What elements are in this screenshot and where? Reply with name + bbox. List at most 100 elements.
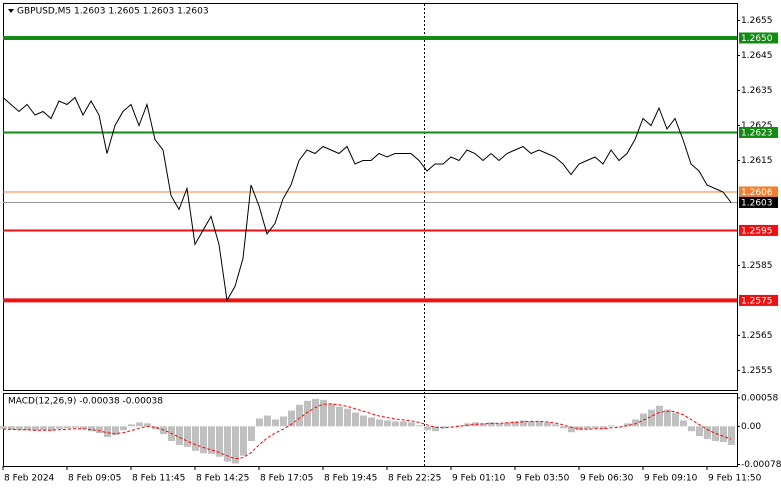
x-tick-label: 8 Feb 11:45: [132, 474, 185, 484]
histogram-bar: [384, 420, 391, 427]
level-label-box: [739, 294, 778, 306]
histogram-bar: [376, 419, 383, 427]
histogram-bar: [136, 422, 143, 427]
histogram-bar: [728, 426, 735, 445]
y-tick-label: 0.00: [741, 422, 761, 432]
chart-title: GBPUSD,M5 1.2603 1.2605 1.2603 1.2603: [17, 7, 209, 17]
histogram-bar: [528, 421, 535, 427]
histogram-bar: [200, 426, 207, 454]
histogram-bar: [672, 412, 679, 427]
x-tick-label: 8 Feb 14:25: [196, 474, 249, 484]
histogram-bar: [680, 420, 687, 427]
chart-title: MACD(12,26,9) -0.00038 -0.00038: [8, 397, 163, 407]
x-tick-label: 8 Feb 22:25: [388, 474, 441, 484]
histogram-bar: [400, 421, 407, 427]
y-tick-label: -0.00078: [741, 460, 781, 470]
histogram-bar: [352, 412, 359, 427]
histogram-bar: [48, 426, 55, 431]
histogram-bar: [184, 426, 191, 447]
level-label-box: [739, 196, 778, 208]
x-tick-label: 9 Feb 06:30: [580, 474, 634, 484]
histogram-bar: [720, 426, 727, 442]
histogram-bar: [144, 423, 151, 427]
y-tick-label: 1.2635: [741, 86, 773, 96]
histogram-bar: [304, 400, 311, 427]
x-tick-label: 8 Feb 2024: [4, 474, 55, 484]
x-tick-label: 8 Feb 17:05: [260, 474, 313, 484]
level-label-box: [739, 126, 778, 138]
menu-arrow: [8, 9, 14, 13]
level-label-box: [739, 186, 778, 198]
histogram-bar: [64, 426, 71, 429]
histogram-bar: [272, 419, 279, 427]
y-tick-label: 1.2565: [741, 331, 773, 341]
level-label: 1.2623: [741, 128, 773, 138]
histogram-bar: [344, 408, 351, 427]
histogram-bar: [104, 426, 111, 438]
level-label: 1.2575: [741, 296, 773, 306]
histogram-bar: [656, 405, 663, 427]
histogram-bar: [96, 426, 103, 434]
histogram-bar: [488, 422, 495, 427]
histogram-bar: [632, 419, 639, 427]
x-tick-label: 8 Feb 19:45: [324, 474, 377, 484]
histogram-bar: [112, 426, 119, 436]
histogram-bar: [520, 420, 527, 427]
histogram-bar: [552, 424, 559, 427]
histogram-bar: [208, 426, 215, 454]
histogram-bar: [448, 426, 455, 427]
y-tick-label: 0.00058: [741, 393, 778, 403]
price-panel: [3, 3, 738, 391]
histogram-bar: [616, 426, 623, 427]
histogram-bar: [8, 426, 15, 430]
x-tick-label: 9 Feb 11:50: [708, 474, 762, 484]
histogram-bar: [264, 415, 271, 427]
histogram-bar: [72, 426, 79, 428]
histogram-bar: [176, 426, 183, 445]
histogram-bar: [480, 423, 487, 427]
level-label-box: [739, 224, 778, 236]
histogram-bar: [296, 404, 303, 427]
histogram-bar: [568, 426, 575, 433]
histogram-bar: [712, 426, 719, 442]
histogram-bar: [0, 426, 7, 429]
histogram-bar: [24, 426, 31, 431]
y-tick-label: 1.2655: [741, 16, 773, 26]
histogram-bar: [312, 398, 319, 427]
histogram-bar: [192, 426, 199, 451]
histogram-bar: [544, 422, 551, 427]
x-tick-label: 9 Feb 03:50: [516, 474, 570, 484]
histogram-bar: [216, 426, 223, 457]
histogram-bar: [56, 426, 63, 429]
signal-line: [3, 403, 732, 460]
histogram-bar: [336, 406, 343, 427]
histogram-bar: [248, 426, 255, 442]
histogram-bar: [688, 426, 695, 432]
histogram-bar: [392, 421, 399, 427]
histogram-bar: [496, 423, 503, 427]
histogram-bar: [280, 416, 287, 427]
y-tick-label: 1.2645: [741, 51, 773, 61]
price-line: [2, 96, 732, 302]
histogram-bar: [88, 426, 95, 432]
histogram-bar: [648, 409, 655, 427]
histogram-bar: [152, 426, 159, 430]
histogram-bar: [424, 426, 431, 431]
histogram-bar: [576, 426, 583, 431]
level-label-box: [739, 32, 778, 44]
histogram-bar: [120, 426, 127, 431]
histogram-bar: [456, 425, 463, 427]
histogram-bar: [704, 426, 711, 440]
histogram-bar: [408, 422, 415, 427]
histogram-bar: [240, 426, 247, 456]
histogram-bar: [288, 410, 295, 427]
y-tick-label: 1.2585: [741, 261, 773, 271]
histogram-bar: [328, 403, 335, 427]
histogram-bar: [224, 426, 231, 462]
y-tick-label: 1.2625: [741, 121, 773, 131]
level-label: 1.2595: [741, 226, 773, 236]
y-tick-label: 1.2615: [741, 156, 773, 166]
histogram-bar: [536, 421, 543, 427]
histogram-bar: [80, 426, 87, 430]
histogram-bar: [472, 422, 479, 427]
